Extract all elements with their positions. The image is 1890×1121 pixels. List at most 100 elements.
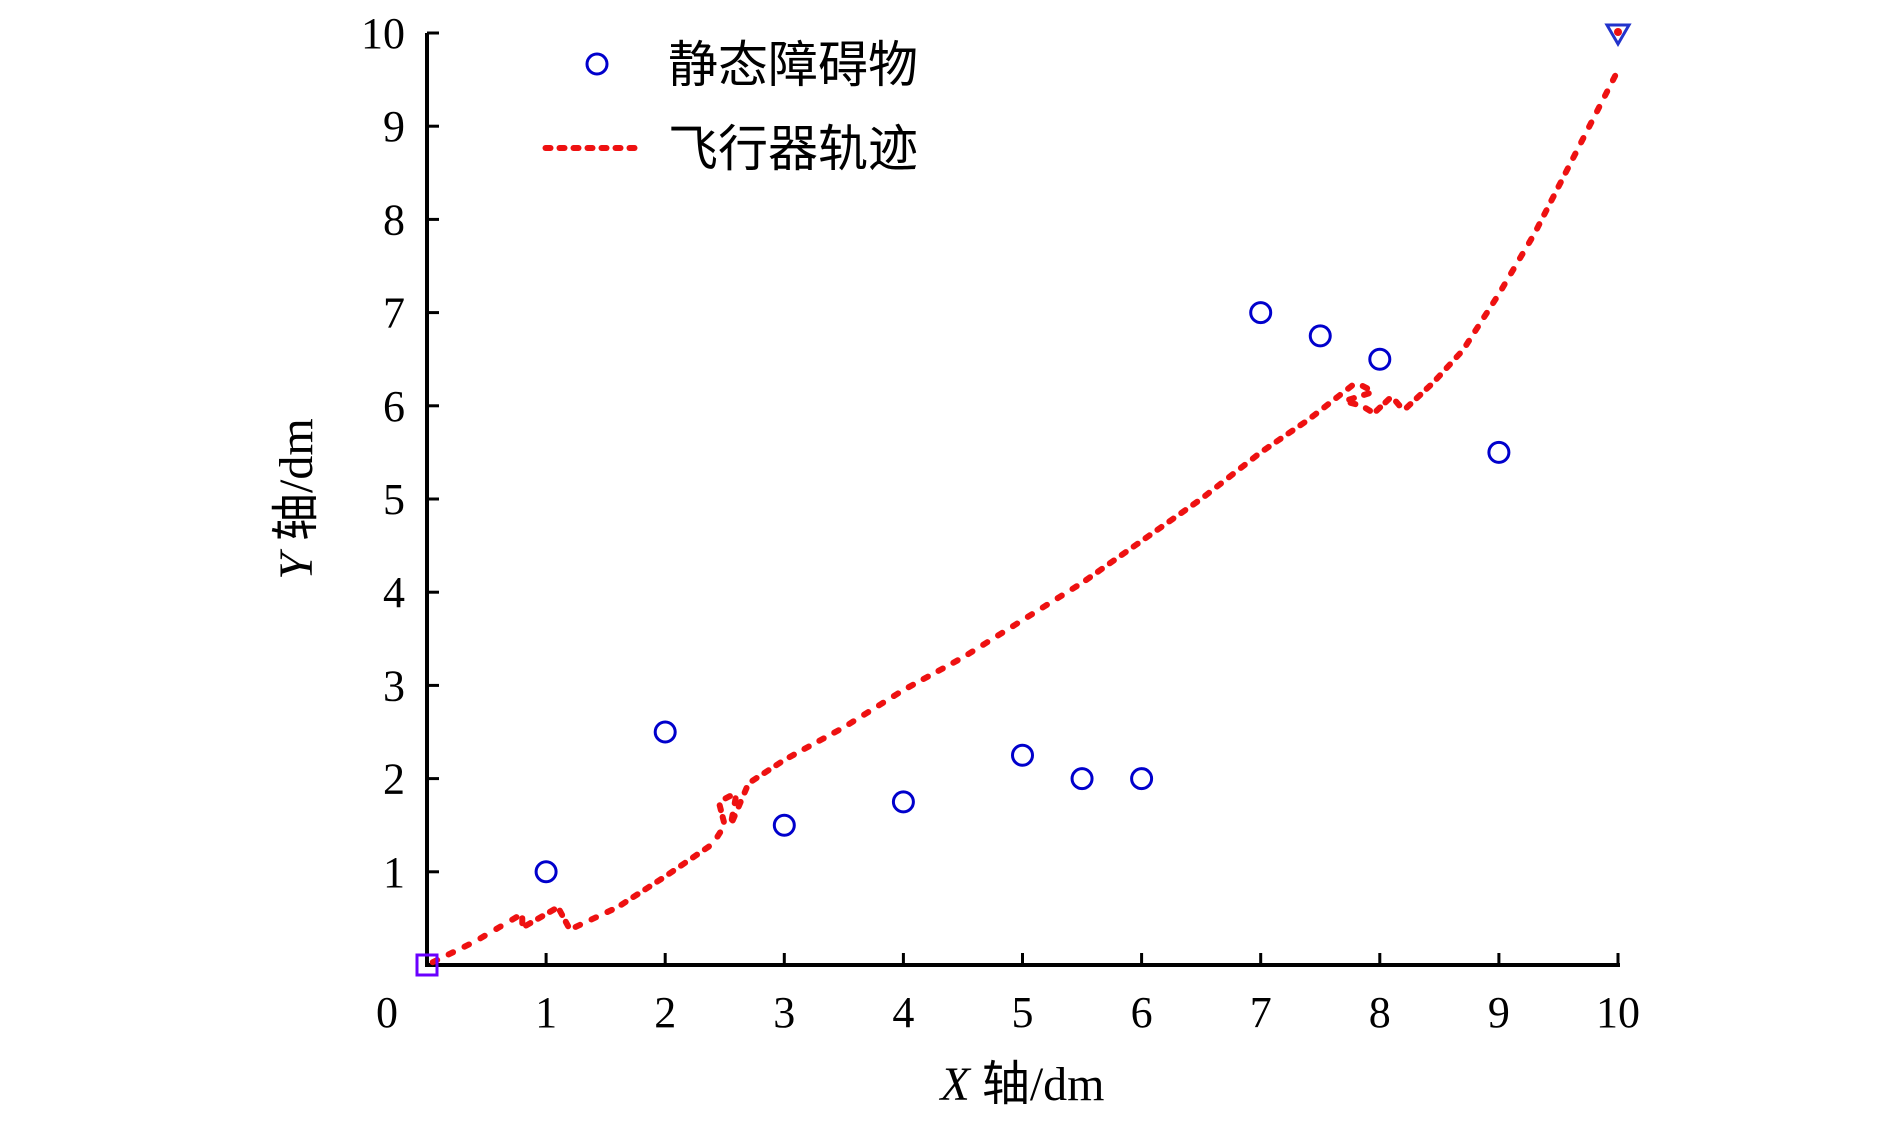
trajectory-dot bbox=[1463, 337, 1472, 348]
trajectory-dot bbox=[1118, 549, 1129, 558]
trajectory-dot bbox=[1361, 390, 1372, 398]
trajectory-dot bbox=[1433, 372, 1444, 382]
trajectory-dot bbox=[1024, 611, 1036, 620]
trajectory-dot bbox=[1525, 235, 1535, 247]
trajectory-dot bbox=[445, 949, 457, 958]
trajectory-dot bbox=[741, 784, 750, 796]
trajectory-dot bbox=[1054, 592, 1065, 602]
trajectory-dot bbox=[1345, 382, 1355, 392]
trajectory-dot bbox=[1202, 489, 1213, 499]
y-tick-label: 9 bbox=[383, 102, 405, 151]
y-tick-label: 10 bbox=[361, 9, 405, 58]
trajectory-dot bbox=[509, 914, 520, 923]
trajectory-dot bbox=[716, 802, 724, 814]
trajectory-dot bbox=[731, 795, 739, 807]
x-axis-title: X 轴/dm bbox=[938, 1058, 1104, 1111]
trajectory-dot bbox=[556, 907, 566, 919]
trajectory-dot bbox=[461, 941, 472, 950]
trajectory-dot bbox=[1362, 405, 1374, 414]
obstacle-point bbox=[1308, 324, 1332, 348]
obstacle-point bbox=[1368, 347, 1392, 371]
trajectory-dot bbox=[1541, 207, 1550, 218]
trajectory-dot bbox=[1214, 480, 1224, 490]
trajectory-dot bbox=[1555, 179, 1564, 190]
y-axis-title: Y 轴/dm bbox=[270, 418, 323, 579]
trajectory-dot bbox=[965, 648, 976, 658]
x-tick-label: 2 bbox=[654, 988, 676, 1037]
trajectory-dot bbox=[1382, 395, 1393, 406]
trajectory-dot bbox=[1082, 574, 1094, 584]
obstacle-point bbox=[653, 720, 677, 744]
trajectory-dot bbox=[618, 899, 629, 908]
trajectory-dot bbox=[1594, 103, 1603, 115]
obstacle-point bbox=[1487, 440, 1511, 464]
trajectory-dot bbox=[1333, 391, 1344, 402]
trajectory-dot bbox=[604, 906, 615, 916]
trajectory-dot bbox=[678, 859, 689, 869]
trajectory-dot bbox=[689, 851, 701, 861]
trajectory-dot bbox=[1009, 620, 1021, 630]
trajectory-dot bbox=[534, 913, 546, 922]
trajectory-dot bbox=[572, 921, 584, 930]
trajectory-dot bbox=[861, 709, 872, 718]
trajectory-dot bbox=[920, 673, 931, 683]
x-tick-label: 0 bbox=[376, 988, 398, 1037]
trajectory-dot bbox=[1178, 507, 1189, 517]
legend-obstacle-label: 静态障碍物 bbox=[668, 37, 918, 93]
trajectory-dot bbox=[1548, 193, 1557, 204]
trajectory-dot bbox=[1578, 134, 1587, 146]
trajectory-dot bbox=[1154, 523, 1165, 533]
y-tick-label: 8 bbox=[383, 195, 405, 244]
trajectory-dot bbox=[875, 699, 887, 709]
trajectory-dot bbox=[890, 690, 902, 700]
x-tick-label: 4 bbox=[892, 988, 914, 1037]
x-tick-label: 10 bbox=[1596, 988, 1640, 1037]
trajectory-dot bbox=[729, 812, 738, 824]
trajectory-dot bbox=[1237, 461, 1248, 471]
trajectory-dot bbox=[1309, 410, 1320, 420]
trajectory-dot bbox=[1499, 281, 1508, 292]
trajectory-dot bbox=[666, 867, 677, 877]
trajectory-dot bbox=[1586, 119, 1595, 130]
trajectory-dot bbox=[1130, 540, 1141, 550]
x-tick-label: 8 bbox=[1369, 988, 1391, 1037]
legend-trajectory-label: 飞行器轨迹 bbox=[668, 121, 918, 177]
trajectory-dot bbox=[1413, 391, 1424, 402]
trajectory-dot bbox=[546, 906, 558, 915]
trajectory-dot bbox=[1273, 435, 1284, 445]
y-tick-label: 2 bbox=[383, 755, 405, 804]
y-tick-label: 4 bbox=[383, 568, 405, 617]
trajectory-dot bbox=[722, 793, 733, 802]
trajectory-dot bbox=[980, 639, 991, 648]
trajectory-dot bbox=[1373, 404, 1384, 414]
trajectory-dot bbox=[1490, 295, 1499, 307]
x-axis-rest: 轴/dm bbox=[970, 1058, 1105, 1111]
obstacle-point bbox=[1249, 301, 1273, 325]
trajectory-dot bbox=[950, 657, 961, 666]
trajectory-dot bbox=[831, 727, 842, 736]
trajectory-dot bbox=[1190, 498, 1201, 508]
obstacle-series bbox=[534, 301, 1511, 884]
trajectory-dot bbox=[1321, 401, 1332, 411]
trajectory-dot bbox=[846, 718, 857, 728]
trajectory-dot bbox=[1481, 309, 1490, 321]
obstacle-point bbox=[772, 813, 796, 837]
y-tick-label: 5 bbox=[383, 475, 405, 524]
x-axis-var: X bbox=[938, 1058, 971, 1111]
trajectory-dot bbox=[1403, 401, 1414, 411]
trajectory-dot bbox=[477, 932, 488, 942]
trajectory-dot bbox=[1516, 250, 1526, 262]
trajectory-dot bbox=[1094, 565, 1105, 575]
goal-marker bbox=[1604, 23, 1632, 47]
trajectory-dot bbox=[1297, 419, 1308, 429]
trajectory-dot bbox=[773, 759, 784, 769]
trajectory-dot bbox=[1453, 350, 1463, 361]
trajectory-dot bbox=[1601, 88, 1611, 99]
trajectory-dot bbox=[1570, 150, 1579, 161]
trajectory-dot bbox=[1443, 361, 1453, 372]
trajectory-dot bbox=[1069, 583, 1080, 592]
trajectory-dot bbox=[1562, 165, 1571, 176]
obstacle-point bbox=[1070, 767, 1094, 791]
trajectory-dot bbox=[1142, 532, 1153, 542]
